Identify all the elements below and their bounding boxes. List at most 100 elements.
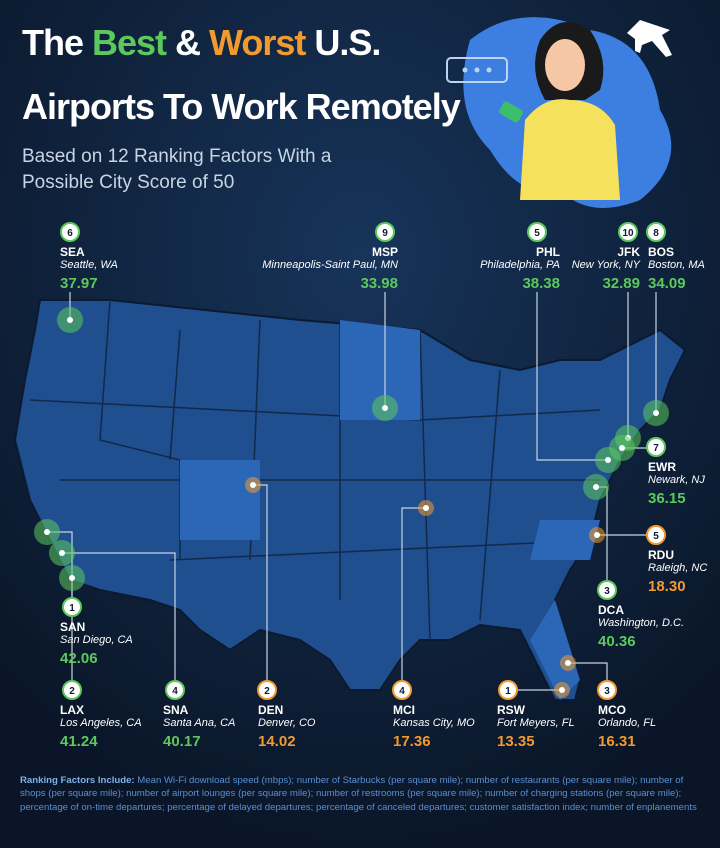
subtitle: Based on 12 Ranking Factors With a	[22, 146, 332, 167]
leader-line	[568, 662, 608, 680]
rank-badge	[498, 680, 518, 700]
airport-score: 40.36	[598, 632, 636, 650]
airport-code: LAX	[60, 703, 84, 717]
phone	[499, 101, 523, 123]
airport-dot	[67, 317, 73, 323]
rank-badge	[375, 222, 395, 242]
airport-city: Fort Meyers, FL	[497, 717, 575, 730]
airport-dot	[382, 405, 388, 411]
title-line-1: The Best & Worst U.S.	[22, 22, 389, 64]
airport-code: RSW	[497, 703, 525, 717]
airport-code: SAN	[60, 620, 86, 634]
airport-score: 33.98	[360, 274, 398, 292]
airport-label: DCA Washington, D.C. 40.36	[598, 603, 684, 651]
airport-label: EWR Newark, NJ 36.15	[648, 460, 705, 508]
airport-label: SNA Santa Ana, CA 40.17	[163, 703, 235, 751]
state-highlight	[340, 320, 420, 420]
airport-code: EWR	[648, 460, 676, 474]
title-best: Best	[92, 22, 167, 63]
footer: Ranking Factors Include: Mean Wi-Fi down…	[20, 774, 700, 814]
plane-icon	[627, 20, 672, 57]
airport-score: 38.38	[522, 274, 560, 292]
airport-score: 32.89	[602, 274, 640, 292]
airport-city: Philadelphia, PA	[480, 259, 560, 272]
airport-code: JFK	[617, 245, 640, 259]
airport-score: 41.24	[60, 732, 98, 750]
shirt	[520, 99, 620, 200]
airport-city: New York, NY	[571, 259, 640, 272]
title-word: &	[175, 22, 201, 63]
airport-city: Seattle, WA	[60, 259, 118, 272]
airport-label: SEA Seattle, WA 37.97	[60, 245, 118, 293]
footer-text: Mean Wi-Fi download speed (mbps); number…	[20, 775, 697, 813]
rank: 2	[264, 686, 270, 697]
airport-city: Denver, CO	[258, 717, 316, 730]
airport-score: 18.30	[648, 577, 686, 595]
airport-city: Los Angeles, CA	[60, 717, 142, 730]
rank-badge	[646, 222, 666, 242]
airport-dot	[423, 505, 429, 511]
rank: 7	[653, 443, 659, 454]
airport-code: BOS	[648, 245, 675, 259]
rank: 2	[69, 686, 75, 697]
airport-score: 40.17	[163, 732, 201, 750]
airport-dot	[559, 687, 565, 693]
airport-score: 36.15	[648, 489, 686, 507]
state-highlight	[180, 460, 260, 540]
footer-lead: Ranking Factors Include:	[20, 775, 135, 786]
rank-badge	[597, 680, 617, 700]
airport-city: Orlando, FL	[598, 717, 657, 730]
rank-badge	[597, 580, 617, 600]
rank: 9	[382, 228, 388, 239]
rank: 3	[604, 586, 610, 597]
airport-city: Kansas City, MO	[393, 717, 475, 730]
leader-line	[62, 552, 176, 680]
airport-label: SAN San Diego, CA 42.06	[60, 620, 133, 668]
rank: 6	[67, 228, 73, 239]
airport-city: San Diego, CA	[60, 634, 133, 647]
airport-city: Newark, NJ	[648, 474, 705, 487]
airport-dot	[653, 410, 659, 416]
rank: 4	[399, 686, 405, 697]
state-highlight	[530, 520, 600, 560]
chat-bubble	[446, 57, 508, 83]
airport-score: 14.02	[258, 732, 296, 750]
airport-city: Washington, D.C.	[598, 617, 685, 630]
airport-label: MCO Orlando, FL 16.31	[598, 703, 656, 751]
airport-dot	[619, 445, 625, 451]
rank-badge	[257, 680, 277, 700]
rank: 3	[604, 686, 610, 697]
airport-dot	[69, 575, 75, 581]
subtitle: Possible City Score of 50	[22, 172, 235, 193]
rank: 4	[172, 686, 178, 697]
airport-score: 13.35	[497, 732, 535, 750]
leader-line	[536, 292, 608, 461]
airport-city: Santa Ana, CA	[163, 717, 236, 730]
airport-dot	[59, 550, 65, 556]
rank-badge	[165, 680, 185, 700]
rank-badge	[62, 680, 82, 700]
rank-badge	[527, 222, 547, 242]
airport-city: Boston, MA	[648, 259, 705, 272]
airport-dot	[594, 532, 600, 538]
airport-score: 34.09	[648, 274, 686, 292]
airport-label: MSP Minneapolis-Saint Paul, MN 33.98	[262, 245, 398, 293]
rank-badge	[62, 597, 82, 617]
airport-code: DCA	[598, 603, 624, 617]
rank: 10	[622, 228, 634, 239]
rank: 8	[653, 228, 659, 239]
airport-dot	[605, 457, 611, 463]
airport-label: BOS Boston, MA 34.09	[648, 245, 705, 293]
airport-score: 16.31	[598, 732, 636, 750]
airport-score: 37.97	[60, 274, 98, 292]
airport-code: MCO	[598, 703, 626, 717]
title-word: The	[22, 22, 84, 63]
rank-badge	[60, 222, 80, 242]
airport-label: PHL Philadelphia, PA 38.38	[480, 245, 560, 293]
rank: 5	[653, 531, 659, 542]
airport-label: RDU Raleigh, NC 18.30	[648, 548, 707, 596]
airport-code: MCI	[393, 703, 415, 717]
airport-label: DEN Denver, CO 14.02	[258, 703, 315, 751]
rank-badge	[618, 222, 638, 242]
